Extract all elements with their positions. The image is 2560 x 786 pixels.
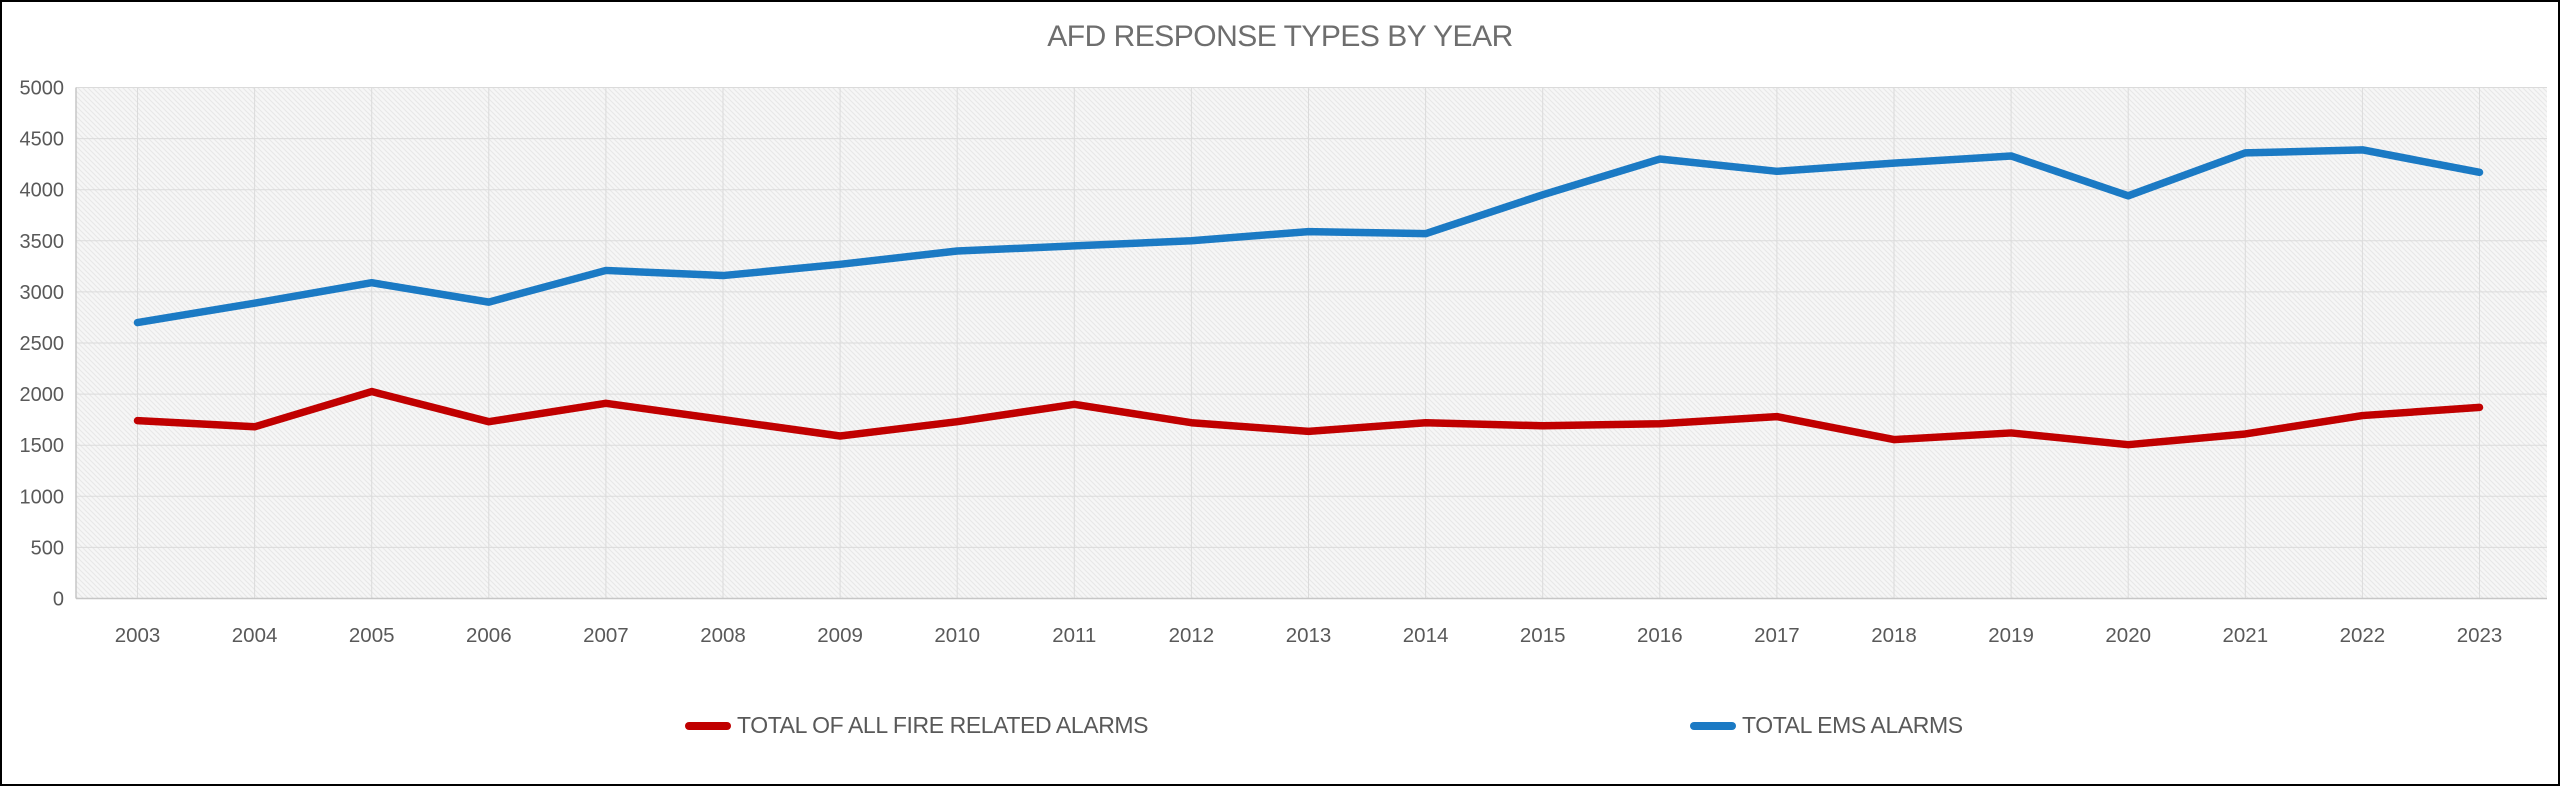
- y-tick-label: 5000: [20, 78, 65, 100]
- y-tick-label: 4000: [20, 180, 65, 202]
- x-axis-tick-labels: 2003 2004 2005 2006 2007 2008 2009 2010 2011 2012…: [115, 624, 2503, 647]
- x-tick-label: 2006: [466, 624, 512, 647]
- y-tick-label: 0: [53, 589, 64, 611]
- x-tick-label: 2021: [2222, 624, 2268, 647]
- y-tick-label: 1500: [20, 435, 65, 457]
- x-tick-label: 2015: [1520, 624, 1566, 647]
- ems-alarms-series-line: [133, 146, 2484, 327]
- x-tick-label: 2019: [1988, 624, 2034, 647]
- x-tick-label: 2009: [817, 624, 863, 647]
- x-tick-label: 2008: [700, 624, 746, 647]
- x-tick-label: 2003: [115, 624, 161, 647]
- x-tick-label: 2012: [1169, 624, 1215, 647]
- y-tick-label: 1000: [20, 486, 65, 508]
- x-tick-label: 2023: [2457, 624, 2503, 647]
- y-axis-tick-labels: 0 500 1000 1500 2000 2500 3000 3500 4000 4500 5000: [20, 78, 65, 611]
- chart-legend: TOTAL OF ALL FIRE RELATED ALARMS TOTAL E…: [2, 712, 2558, 744]
- y-tick-label: 500: [31, 537, 64, 559]
- legend-item-ems: TOTAL EMS ALARMS: [1690, 712, 1963, 739]
- x-tick-label: 2004: [232, 624, 278, 647]
- x-tick-label: 2013: [1286, 624, 1332, 647]
- x-tick-label: 2017: [1754, 624, 1800, 647]
- legend-item-fire: TOTAL OF ALL FIRE RELATED ALARMS: [685, 712, 1149, 739]
- gridlines: [76, 87, 2547, 599]
- x-tick-label: 2020: [2105, 624, 2151, 647]
- legend-label-fire: TOTAL OF ALL FIRE RELATED ALARMS: [737, 712, 1149, 738]
- x-tick-label: 2007: [583, 624, 629, 647]
- x-tick-label: 2018: [1871, 624, 1917, 647]
- y-tick-label: 2000: [20, 384, 65, 406]
- x-tick-label: 2010: [934, 624, 980, 647]
- legend-label-ems: TOTAL EMS ALARMS: [1742, 712, 1963, 738]
- x-tick-label: 2011: [1052, 624, 1096, 647]
- chart-title: AFD RESPONSE TYPES BY YEAR: [1047, 20, 1513, 53]
- x-tick-label: 2022: [2340, 624, 2386, 647]
- ems-line-swatch-icon: [1690, 721, 1736, 730]
- y-tick-label: 3500: [20, 231, 65, 253]
- x-tick-label: 2014: [1403, 624, 1449, 647]
- fire-alarms-series-line: [133, 387, 2484, 449]
- y-tick-label: 3000: [20, 282, 65, 304]
- fire-line-swatch-icon: [685, 721, 731, 730]
- y-tick-label: 2500: [20, 333, 65, 355]
- x-tick-label: 2005: [349, 624, 395, 647]
- y-tick-label: 4500: [20, 129, 65, 151]
- x-tick-label: 2016: [1637, 624, 1683, 647]
